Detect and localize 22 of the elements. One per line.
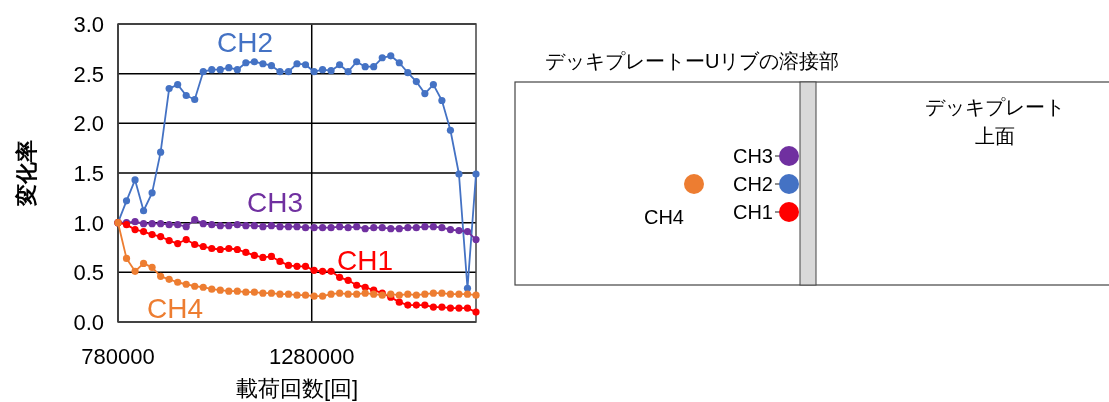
text: デッキプレート (925, 96, 1065, 118)
series-label: CH1 (336, 245, 394, 276)
series-label: CH3 (246, 187, 304, 218)
y-tick-label: 0.5 (73, 260, 104, 286)
category-label: CH1 (732, 201, 773, 223)
category-label: CH2 (732, 173, 773, 195)
y-tick-label: 2.0 (73, 111, 104, 137)
category-label: CH4 (643, 206, 685, 228)
y-tick-label: 0.0 (73, 310, 104, 335)
y-tick-label: 2.5 (73, 61, 104, 87)
text: 上面 (975, 125, 1015, 147)
x-tick-label: 1280000 (268, 344, 355, 369)
text: デッキプレートーUリブの溶接部 (545, 50, 840, 72)
category-label: CH3 (732, 145, 773, 167)
y-axis-title: 変化率 (14, 140, 39, 207)
series-label: CH2 (216, 27, 274, 58)
y-tick-label: 1.0 (73, 210, 104, 236)
series-label: CH4 (146, 293, 204, 324)
x-axis-title: 載荷回数[回] (235, 376, 359, 401)
x-tick-label: 780000 (81, 344, 155, 369)
y-tick-label: 3.0 (73, 12, 104, 37)
y-tick-label: 1.5 (73, 161, 104, 186)
